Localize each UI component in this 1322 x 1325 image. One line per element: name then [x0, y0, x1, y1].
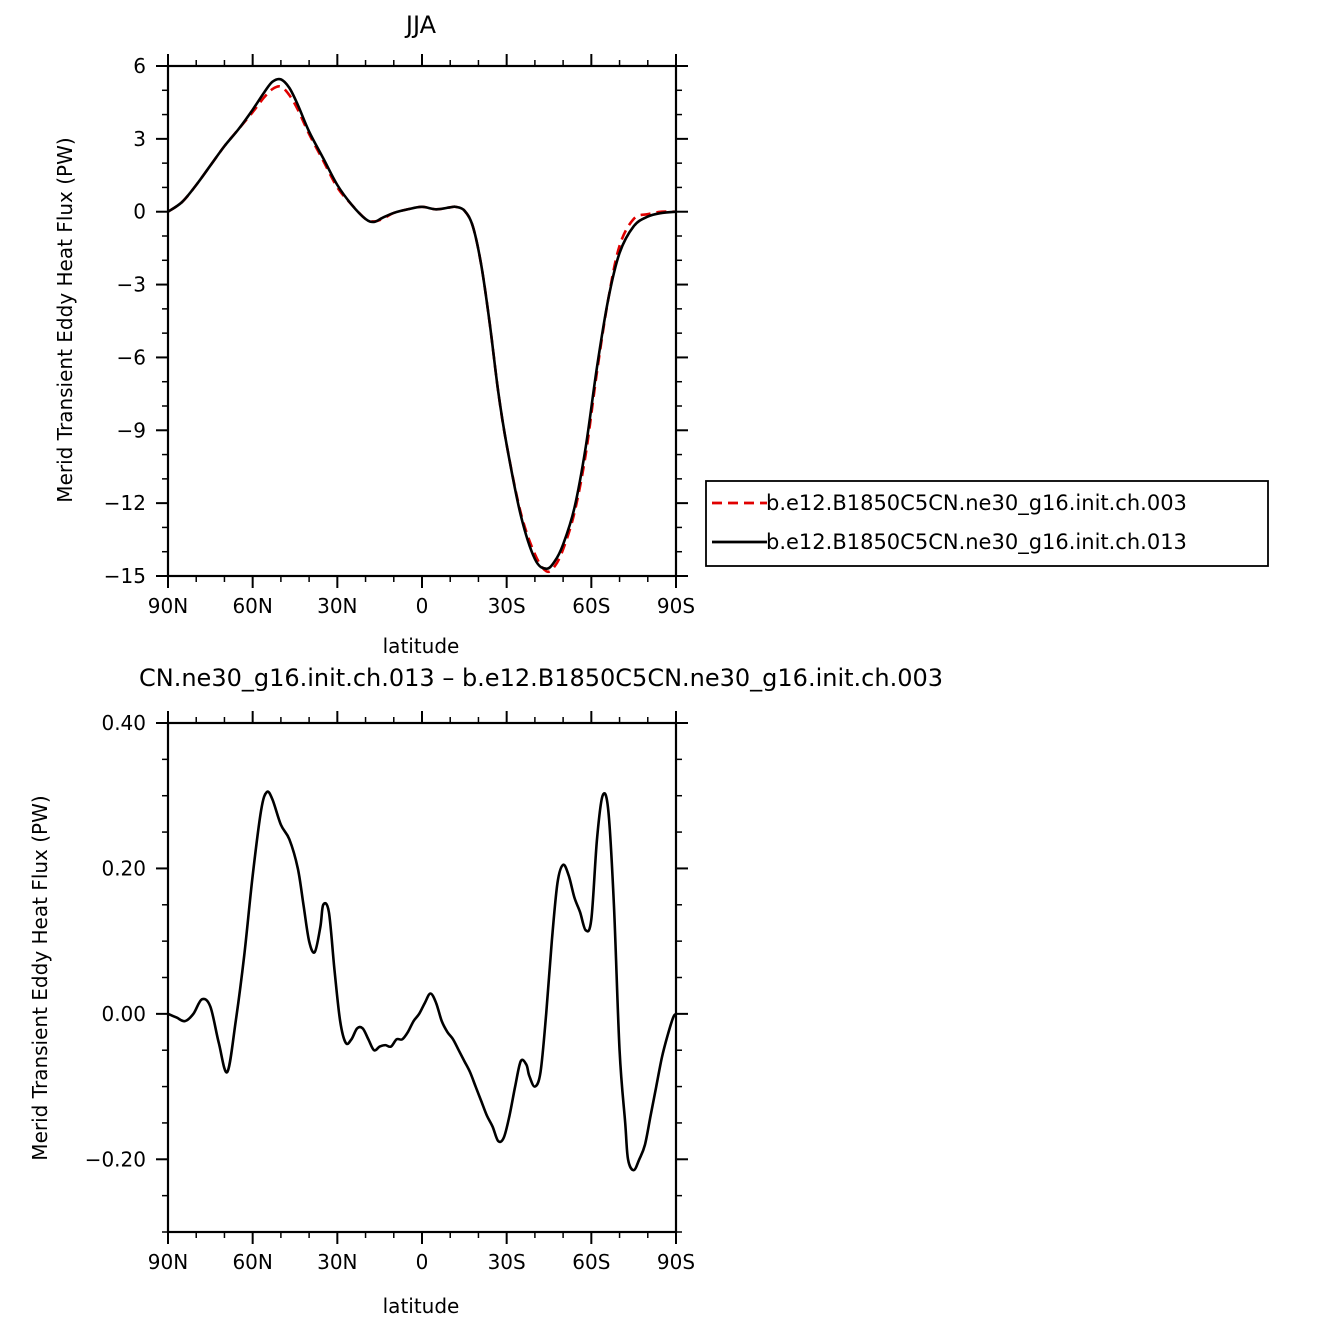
- legend-label-003: b.e12.B1850C5CN.ne30_g16.init.ch.003: [766, 491, 1187, 516]
- bottom-x-tick-label: 0: [416, 1250, 429, 1274]
- top-y-tick-label: −3: [117, 273, 146, 297]
- top-x-tick-label: 60N: [232, 594, 272, 618]
- legend-label-013: b.e12.B1850C5CN.ne30_g16.init.ch.013: [766, 530, 1187, 555]
- top-series-line-1: [167, 77, 677, 571]
- bottom-y-tick-label: 0.20: [101, 856, 146, 880]
- panel-top-chart: JJA Merid Transient Eddy Heat Flux (PW) …: [53, 11, 1269, 658]
- top-x-tick-label: 0: [416, 594, 429, 618]
- top-x-tick-label: 30S: [488, 594, 526, 618]
- legend-box: [705, 480, 1269, 567]
- top-x-tick-label: 90N: [148, 594, 188, 618]
- bottom-x-tick-label: 90S: [657, 1250, 695, 1274]
- bottom-x-tick-label: 30N: [317, 1250, 357, 1274]
- top-series-lines: [167, 77, 677, 574]
- top-y-tick-label: −12: [104, 491, 146, 515]
- bottom-y-tick-label: −0.20: [85, 1147, 146, 1171]
- bottom-x-tick-label: 30S: [488, 1250, 526, 1274]
- legend: b.e12.B1850C5CN.ne30_g16.init.ch.003 b.e…: [705, 480, 1269, 567]
- bottom-plot-frame: [166, 721, 678, 1234]
- top-y-tick-label: 6: [133, 54, 146, 78]
- top-y-tick-label: 0: [133, 200, 146, 224]
- top-axis-ticks: 90N 60N 30N 0 30S 60S 90S 6 3 0 −3 −6 −9 −12 −15: [104, 54, 695, 618]
- bottom-series-lines: [167, 790, 678, 1172]
- bottom-y-tick-label: 0.40: [101, 711, 146, 735]
- top-y-tick-label: −15: [104, 564, 146, 588]
- bottom-x-tick-label: 60S: [572, 1250, 610, 1274]
- bottom-y-axis-label: Merid Transient Eddy Heat Flux (PW): [28, 795, 52, 1160]
- top-y-tick-label: 3: [133, 127, 146, 151]
- top-series-line-0: [167, 85, 677, 574]
- panel-bottom-chart: CN.ne30_g16.init.ch.013 – b.e12.B1850C5C…: [28, 664, 943, 1318]
- top-y-tick-label: −9: [117, 418, 146, 442]
- top-y-axis-label: Merid Transient Eddy Heat Flux (PW): [53, 137, 77, 502]
- top-x-tick-label: 60S: [572, 594, 610, 618]
- bottom-chart-title: CN.ne30_g16.init.ch.013 – b.e12.B1850C5C…: [139, 664, 943, 692]
- top-y-tick-label: −6: [117, 345, 146, 369]
- bottom-x-tick-label: 90N: [148, 1250, 188, 1274]
- bottom-axis-ticks: 90N 60N 30N 0 30S 60S 90S 0.40 0.20 0.00 −0.20: [85, 711, 695, 1274]
- bottom-y-tick-label: 0.00: [101, 1002, 146, 1026]
- bottom-x-tick-label: 60N: [232, 1250, 272, 1274]
- top-x-tick-label: 90S: [657, 594, 695, 618]
- top-x-axis-label: latitude: [383, 634, 460, 658]
- top-plot-frame: [166, 64, 678, 578]
- bottom-x-axis-label: latitude: [383, 1294, 460, 1318]
- bottom-series-line-0: [167, 790, 678, 1172]
- top-x-tick-label: 30N: [317, 594, 357, 618]
- top-chart-title: JJA: [404, 11, 437, 39]
